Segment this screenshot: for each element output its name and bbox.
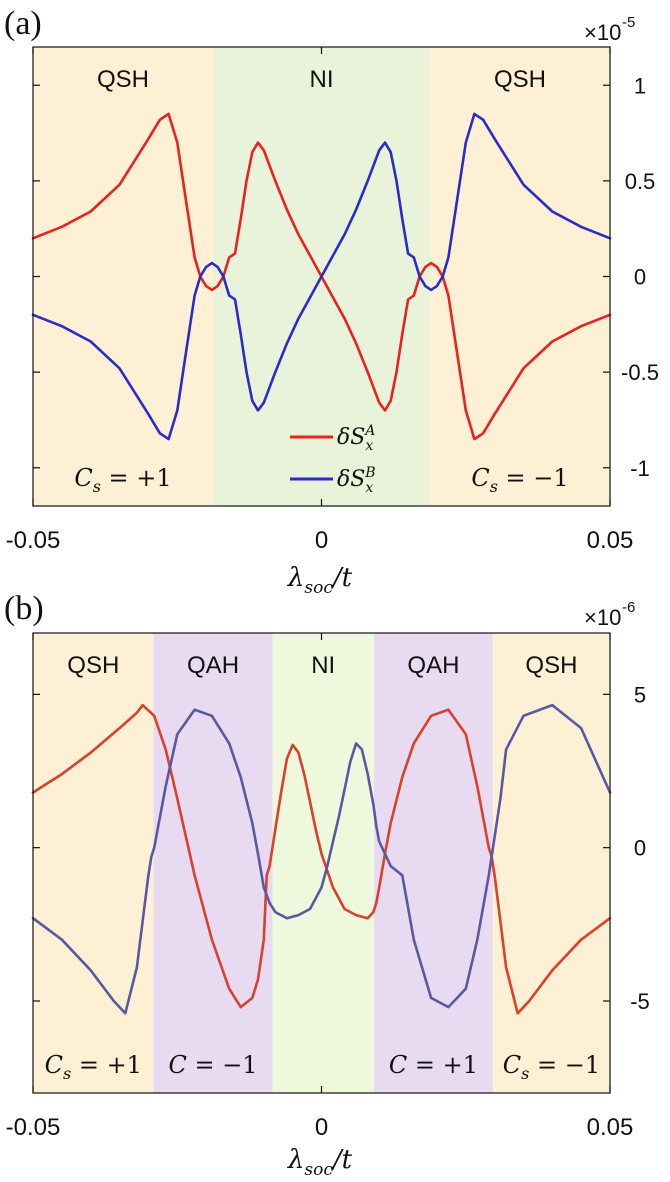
panel-a-ytick-label-2: 0 bbox=[634, 265, 646, 290]
panel-b-exponent-power: -6 bbox=[622, 599, 635, 616]
panel-b-xtick-label-2: 0.05 bbox=[587, 1114, 634, 1141]
panel-a-legend: δSxA δSxB bbox=[290, 423, 376, 496]
panel-b-ytick-label-0: 5 bbox=[634, 682, 646, 707]
panel-b-ytick-label-1: 0 bbox=[634, 836, 646, 861]
panel-b-chern-label-0: Cs = +1 bbox=[45, 1051, 142, 1083]
panel-b-region-label-0: QSH bbox=[67, 652, 119, 679]
panel-a-ytick-label-3: -0.5 bbox=[621, 360, 659, 385]
panel-b-region-1 bbox=[153, 633, 273, 1093]
panel-a-region-2 bbox=[429, 47, 610, 506]
panel-a-series bbox=[31, 112, 612, 441]
panel-b-tick-labels: -0.05 0 0.05 5 0 -5 bbox=[6, 682, 650, 1141]
panel-b-region-labels: QSH QAH NI QAH QSH bbox=[67, 652, 577, 679]
panel-a-xtick-label-1: 0 bbox=[315, 527, 328, 554]
panel-b-region-2 bbox=[272, 633, 375, 1093]
panel-a-ytick-label-4: -1 bbox=[630, 456, 650, 481]
panel-a-region-0 bbox=[33, 47, 214, 506]
panel-b-xtick-label-1: 0 bbox=[315, 1114, 328, 1141]
panel-b-region-0 bbox=[33, 633, 154, 1093]
panel-b-xlabel: λsoc/t bbox=[287, 1145, 353, 1180]
panel-a-plot-area: QSH NI QSH Cs = +1 Cs = −1 -0.05 0 0.0510.50-… bbox=[6, 46, 659, 554]
panel-b: (b) ×10 -6 QSH QAH NI QAH QSH Cs = +1 C = −1 C… bbox=[4, 590, 650, 1180]
panel-b-region-label-2: NI bbox=[311, 652, 335, 679]
panel-b-region-label-1: QAH bbox=[187, 652, 239, 679]
panel-a-chern-label-0: Cs = +1 bbox=[74, 464, 171, 496]
panel-a-chern-labels: Cs = +1 Cs = −1 bbox=[74, 464, 568, 496]
panel-b-series-0 bbox=[31, 703, 612, 1015]
panel-b-region-label-3: QAH bbox=[407, 652, 459, 679]
panel-a-region-label-2: QSH bbox=[494, 66, 546, 93]
panel-a-region-label-0: QSH bbox=[97, 66, 149, 93]
panel-a-tick-labels: -0.05 0 0.05 1 0.5 0 -0.5 -1 bbox=[6, 73, 659, 554]
panel-b-exponent-base: ×10 bbox=[584, 605, 621, 630]
panel-b-chern-label-1: C = −1 bbox=[168, 1051, 257, 1079]
panel-a-exponent-base: ×10 bbox=[584, 20, 621, 45]
panel-b-frame bbox=[32, 632, 611, 1094]
panel-b-series-1 bbox=[31, 703, 612, 1015]
panel-a-region-label-1: NI bbox=[310, 66, 334, 93]
panel-b-exponent: ×10 -6 bbox=[584, 599, 635, 630]
panel-b-plot-area: QSH QAH NI QAH QSH Cs = +1 C = −1 C = +1 Cs = −… bbox=[6, 632, 650, 1141]
panel-b-xtick-label-0: -0.05 bbox=[6, 1114, 61, 1141]
panel-a-xtick-label-2: 0.05 bbox=[587, 527, 634, 554]
panel-b-region-3 bbox=[374, 633, 493, 1093]
panel-b-label: (b) bbox=[4, 590, 44, 627]
panel-b-chern-labels: Cs = +1 C = −1 C = +1 Cs = −1 bbox=[45, 1051, 600, 1083]
panel-a-ytick-label-1: 0.5 bbox=[625, 169, 656, 194]
panel-a-label: (a) bbox=[4, 5, 42, 42]
panel-a-region-labels: QSH NI QSH bbox=[97, 66, 546, 93]
panel-a-ytick-label-0: 1 bbox=[634, 73, 646, 98]
panel-a-xlabel: λsoc/t bbox=[287, 563, 353, 598]
panel-a-exponent: ×10 -5 bbox=[584, 14, 635, 45]
panel-b-series bbox=[31, 703, 612, 1015]
legend-label-b: δSxB bbox=[337, 465, 376, 496]
panel-a-series-1 bbox=[31, 112, 612, 441]
panel-a-chern-label-2: Cs = −1 bbox=[471, 464, 568, 496]
legend-label-a: δSxA bbox=[337, 423, 375, 454]
panel-a: (a) ×10 -5 QSH NI QSH Cs = +1 Cs = −1 -0.05… bbox=[4, 5, 659, 598]
panel-b-chern-label-3: C = +1 bbox=[389, 1051, 478, 1079]
panel-a-frame bbox=[32, 46, 611, 507]
panel-b-chern-label-4: Cs = −1 bbox=[503, 1051, 600, 1083]
panel-b-regions bbox=[33, 633, 610, 1093]
panel-b-region-4 bbox=[492, 633, 610, 1093]
panel-a-xtick-label-0: -0.05 bbox=[6, 527, 61, 554]
panel-b-ytick-label-2: -5 bbox=[630, 989, 650, 1014]
panel-a-exponent-power: -5 bbox=[622, 14, 635, 31]
panel-b-region-label-4: QSH bbox=[525, 652, 577, 679]
